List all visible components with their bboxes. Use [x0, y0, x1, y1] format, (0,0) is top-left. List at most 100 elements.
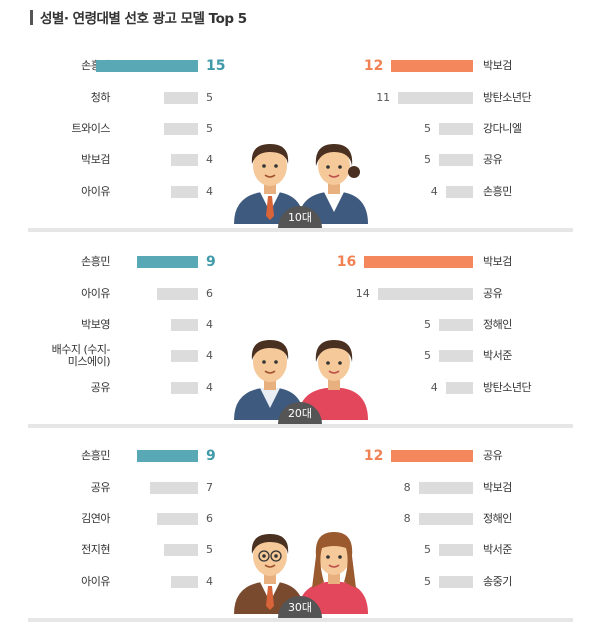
- label-line: 배수지 (수지-: [51, 343, 111, 356]
- male-bar: [157, 513, 198, 525]
- female-face: [318, 343, 350, 381]
- title-text: 성별· 연령대별 선호 광고 모델 Top 5: [40, 11, 247, 27]
- female-ponytail: [348, 166, 360, 178]
- female-model-label: 정해인: [483, 318, 512, 331]
- male-value-label: 7: [206, 481, 213, 494]
- male-mouth: [264, 174, 276, 178]
- male-model-label: 공유: [90, 481, 111, 494]
- female-bar: [364, 256, 473, 268]
- male-value-label: 4: [206, 153, 213, 166]
- female-hair: [315, 144, 353, 166]
- male-shirt: [260, 388, 280, 408]
- female-model-label: 송중기: [483, 575, 512, 588]
- male-value-label: 5: [206, 122, 213, 135]
- female-value-label: 5: [424, 153, 431, 166]
- male-value-label: 4: [206, 318, 213, 331]
- male-bar: [170, 319, 198, 331]
- male-bar: [170, 350, 198, 362]
- male-eye-right: [274, 164, 278, 168]
- female-value-label: 16: [336, 254, 357, 270]
- male-value-label: 6: [206, 512, 213, 525]
- female-bar: [391, 60, 473, 72]
- male-bar: [164, 544, 198, 556]
- male-eye-left: [262, 164, 266, 168]
- female-bar: [418, 482, 473, 494]
- male-face: [253, 536, 287, 576]
- female-model-label: 박보검: [483, 481, 512, 494]
- female-value-label: 4: [430, 381, 438, 394]
- female-mouth: [328, 174, 340, 178]
- male-tie: [266, 196, 274, 220]
- female-hair: [315, 340, 353, 362]
- female-bar: [377, 288, 473, 300]
- male-model-label: 공유: [90, 381, 111, 394]
- female-eye-left: [326, 555, 330, 559]
- female-model-label: 박보검: [483, 255, 512, 268]
- male-mouth: [264, 564, 276, 568]
- male-bar: [136, 450, 198, 462]
- male-bar: [170, 576, 198, 588]
- female-value-label: 4: [430, 185, 438, 198]
- age-group-badge: 10대: [278, 206, 322, 228]
- female-shirt: [324, 192, 344, 212]
- age-panel: 손흥민 9 공유 7 김연아 6 전지현 5 아이유 4 12 공유 8 박보검 8 정해인 5 박서준 5 송중기 3…: [28, 440, 573, 624]
- male-bar: [157, 288, 198, 300]
- age-panel: 손흥민 15 청하 5 트와이스 5 박보검 4 아이유 4 12 박보검 11 방탄소년단 5 강다니엘 5 공…: [28, 50, 573, 234]
- female-bar: [439, 576, 473, 588]
- title-marker: [30, 9, 33, 25]
- male-value-label: 4: [206, 381, 213, 394]
- male-value-label: 5: [206, 543, 213, 556]
- male-value-label: 15: [206, 58, 226, 74]
- male-bar: [170, 186, 198, 198]
- male-value-label: 4: [206, 185, 213, 198]
- female-value-label: 5: [424, 122, 431, 135]
- male-eye-left: [262, 554, 266, 558]
- male-bar: [164, 92, 198, 104]
- male-face: [253, 342, 287, 382]
- age-group-badge: 30대: [278, 596, 322, 618]
- female-bar: [439, 319, 473, 331]
- female-model-label: 박보검: [483, 59, 512, 72]
- female-eye-left: [326, 361, 330, 365]
- female-value-label: 5: [424, 575, 431, 588]
- female-eye-left: [326, 165, 330, 169]
- male-hair: [251, 340, 289, 360]
- female-model-label: 박서준: [483, 543, 512, 556]
- female-value-label: 5: [424, 543, 431, 556]
- male-face: [253, 146, 287, 186]
- male-model-label: 김연아: [81, 512, 110, 525]
- female-model-label: 강다니엘: [483, 122, 522, 135]
- female-bar: [439, 544, 473, 556]
- male-bar: [150, 482, 198, 494]
- female-eye-right: [338, 165, 342, 169]
- female-bar: [439, 350, 473, 362]
- female-bar: [439, 154, 473, 166]
- male-model-label: 아이유: [81, 185, 110, 198]
- male-mouth: [264, 370, 276, 374]
- male-tie: [266, 586, 274, 610]
- female-value-label: 12: [363, 448, 384, 464]
- label-line: 미스에이): [67, 355, 111, 368]
- male-model-label: 아이유: [81, 575, 110, 588]
- male-eye-right: [274, 554, 278, 558]
- female-model-label: 손흥민: [483, 185, 512, 198]
- female-value-label: 14: [355, 287, 370, 300]
- female-mouth: [328, 370, 340, 374]
- male-model-label: 배수지 (수지- 미스에이): [28, 343, 111, 368]
- female-eye-right: [338, 555, 342, 559]
- panel-divider: [28, 228, 573, 232]
- female-model-label: 공유: [483, 287, 503, 300]
- male-value-label: 6: [206, 287, 213, 300]
- female-value-label: 12: [363, 58, 384, 74]
- male-model-label: 손흥민: [81, 255, 110, 268]
- female-face: [318, 147, 350, 185]
- age-group-badge: 20대: [278, 402, 322, 424]
- male-value-label: 9: [206, 254, 216, 270]
- male-model-label: 박보검: [81, 153, 110, 166]
- male-eye-left: [262, 360, 266, 364]
- female-value-label: 5: [424, 349, 431, 362]
- female-value-label: 8: [403, 512, 411, 525]
- male-value-label: 9: [206, 448, 216, 464]
- female-bar: [445, 186, 473, 198]
- female-eye-right: [338, 361, 342, 365]
